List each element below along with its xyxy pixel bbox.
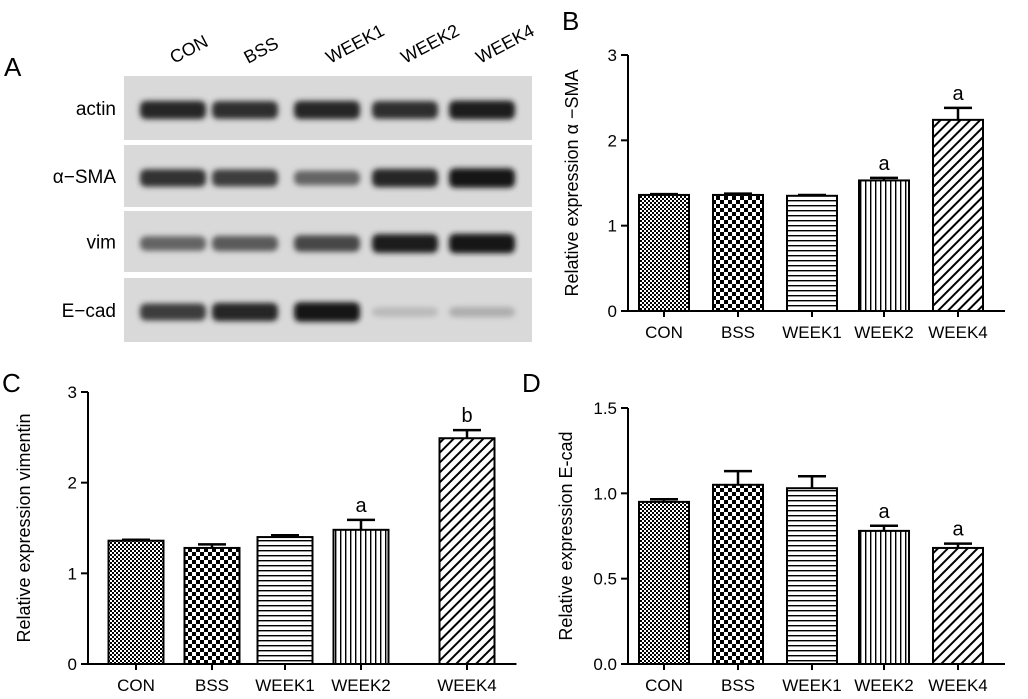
- lane-label: WEEK2: [397, 20, 462, 67]
- bar: [932, 118, 984, 312]
- blot-band: [372, 168, 438, 188]
- y-axis-label: Relative expression α −SMA: [562, 69, 582, 296]
- x-tick-label: CON: [645, 676, 683, 695]
- y-tick-label: 1: [608, 217, 617, 236]
- bar: [712, 483, 764, 665]
- x-tick-label: WEEK1: [255, 676, 315, 695]
- significance-label: a: [878, 153, 890, 175]
- blot-band: [212, 235, 278, 252]
- x-tick-label: BSS: [195, 676, 229, 695]
- bar: [858, 179, 910, 312]
- bar: [256, 536, 314, 665]
- significance-label: a: [878, 501, 890, 523]
- x-tick-label: WEEK4: [928, 676, 988, 695]
- lane-label: BSS: [240, 33, 281, 68]
- blot-band: [140, 169, 206, 187]
- x-tick-label: WEEK2: [854, 676, 914, 695]
- blot-band: [372, 101, 438, 119]
- blot-row-label: vim: [86, 233, 116, 254]
- bar-charts: B 0 1 2 3 Relative expression α −SMA CON BSS WEE…: [2, 6, 1005, 695]
- significance-label: a: [952, 83, 964, 105]
- y-tick-label: 0: [608, 302, 617, 321]
- y-tick-label: 1.5: [593, 399, 617, 418]
- x-tick-label: WEEK2: [854, 323, 914, 342]
- blot-band: [294, 235, 360, 252]
- bar: [332, 528, 390, 666]
- blot-band: [294, 100, 360, 120]
- y-tick-label: 1: [68, 564, 77, 583]
- blot-band: [140, 100, 206, 120]
- lane-label: CON: [166, 31, 211, 67]
- blot-band: [372, 307, 438, 317]
- blot-band: [212, 101, 278, 119]
- bar: [932, 546, 984, 665]
- x-tick-label: WEEK1: [782, 323, 842, 342]
- chart-c: C 0 1 2 3 Relative expression vimentin CON BSS W…: [2, 368, 517, 695]
- x-tick-label: BSS: [721, 676, 755, 695]
- panel-letter: D: [522, 368, 541, 398]
- blot-band: [140, 303, 206, 321]
- bar: [638, 193, 690, 313]
- panel-letter: C: [2, 368, 21, 398]
- significance-label: a: [355, 495, 367, 517]
- blot-band: [140, 236, 206, 251]
- significance-label: b: [461, 405, 472, 427]
- blot-row-label: actin: [76, 99, 116, 120]
- chart-d: D 0.0 0.5 1.0 1.5 Relative expression E-cad CO…: [522, 368, 1005, 695]
- y-tick-label: 0: [68, 655, 77, 674]
- bar: [786, 487, 838, 666]
- blot-band: [449, 306, 515, 318]
- x-tick-label: WEEK4: [437, 676, 497, 695]
- lane-label: WEEK4: [472, 20, 537, 67]
- blot-band: [372, 234, 438, 253]
- blot-band: [294, 302, 360, 322]
- x-tick-label: CON: [645, 323, 683, 342]
- blot-row-label: α−SMA: [53, 167, 117, 188]
- x-tick-label: CON: [117, 676, 155, 695]
- x-tick-label: BSS: [721, 323, 755, 342]
- y-tick-label: 0.0: [593, 655, 617, 674]
- significance-label: a: [952, 519, 964, 541]
- lane-label: WEEK1: [322, 20, 387, 67]
- panel-letter-a: A: [4, 52, 22, 82]
- bar: [107, 539, 165, 666]
- blot-band: [449, 168, 515, 188]
- y-tick-label: 0.5: [593, 570, 617, 589]
- bar: [858, 529, 910, 665]
- blot-band: [294, 170, 360, 186]
- y-tick-label: 2: [68, 474, 77, 493]
- y-tick-label: 3: [68, 383, 77, 402]
- y-axis-label: Relative expression E-cad: [556, 431, 576, 640]
- blot-band: [449, 233, 515, 254]
- bar: [183, 546, 241, 665]
- bar: [638, 500, 690, 665]
- x-tick-label: WEEK1: [782, 676, 842, 695]
- bar: [786, 194, 838, 312]
- panel-letter: B: [562, 6, 579, 36]
- bar: [438, 437, 496, 665]
- x-tick-label: WEEK4: [928, 323, 988, 342]
- bar: [712, 193, 764, 313]
- blot-band: [449, 100, 515, 120]
- y-tick-label: 1.0: [593, 484, 617, 503]
- western-blot-panel: A CON BSS WEEK1 WEEK2 WEEK4 actin α−SMA vim E−cad: [4, 20, 538, 342]
- blot-band: [212, 302, 278, 322]
- blot-row-label: E−cad: [62, 301, 116, 322]
- x-tick-label: WEEK2: [331, 676, 391, 695]
- y-tick-label: 3: [608, 46, 617, 65]
- y-axis-label: Relative expression vimentin: [14, 413, 34, 642]
- y-tick-label: 2: [608, 131, 617, 150]
- blot-band: [212, 169, 278, 187]
- chart-b: B 0 1 2 3 Relative expression α −SMA CON BSS WEE…: [562, 6, 1005, 342]
